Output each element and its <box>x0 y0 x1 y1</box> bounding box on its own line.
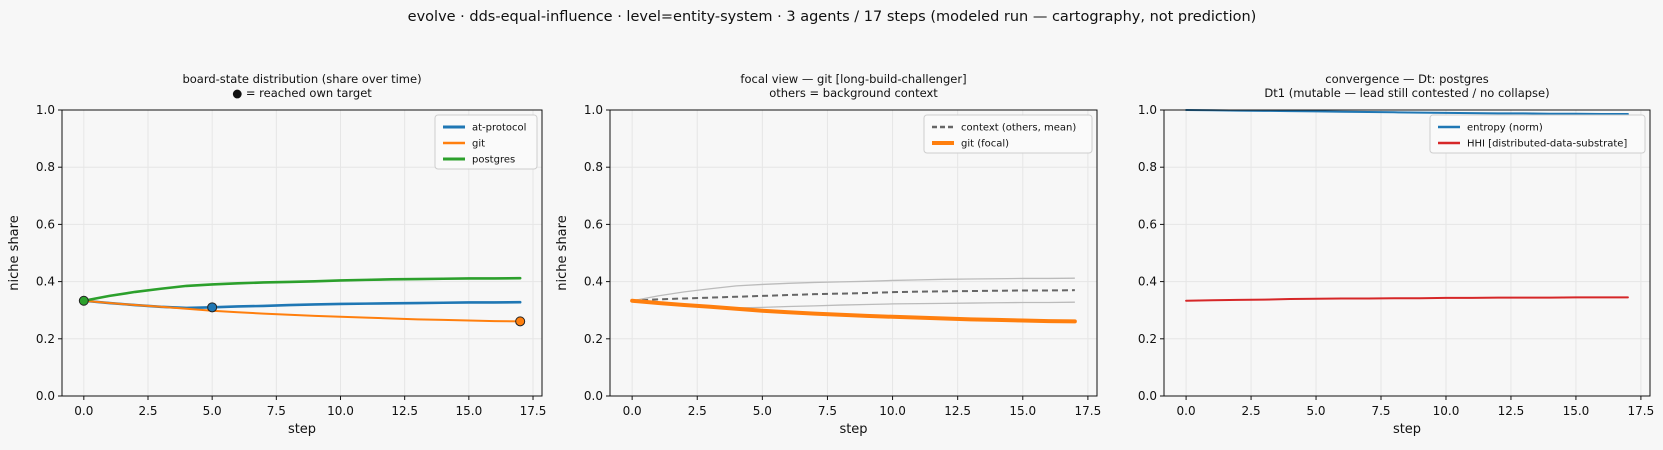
y-tick-label: 0.2 <box>36 332 55 346</box>
y-tick-label: 0.4 <box>584 275 603 289</box>
y-tick-label: 0.0 <box>36 389 55 403</box>
panel-title-line-1: board-state distribution (share over tim… <box>182 72 421 86</box>
x-tick-label: 15.0 <box>1009 404 1036 418</box>
panel-1: 0.0 2.5 5.0 7.5 10.0 12.5 15.0 17.5 0.0 0.2 0.4 0.6… <box>7 72 546 437</box>
series-line-entropy-norm- <box>1185 109 1629 115</box>
x-tick-label: 17.5 <box>1628 404 1655 418</box>
panels: 0.0 2.5 5.0 7.5 10.0 12.5 15.0 17.5 0.0 0.2 0.4 0.6… <box>7 72 1654 437</box>
legend-label: git (focal) <box>961 139 1009 150</box>
y-tick-label: 0.2 <box>584 332 603 346</box>
legend: entropy (norm) HHI [distributed-data-subs… <box>1429 114 1646 154</box>
target-marker-at-protocol <box>207 302 218 313</box>
y-tick-label: 0.0 <box>1138 389 1157 403</box>
axes-frame <box>1163 109 1651 397</box>
x-tick-label: 0.0 <box>1177 404 1196 418</box>
y-tick-label: 0.8 <box>584 160 603 174</box>
y-tick-label: 1.0 <box>1138 103 1157 117</box>
legend-label: entropy (norm) <box>1467 123 1543 134</box>
target-marker-postgres <box>78 295 89 306</box>
x-tick-label: 7.5 <box>267 404 286 418</box>
x-tick-label: 10.0 <box>1433 404 1460 418</box>
panel-title-line-2: ● = reached own target <box>232 86 372 100</box>
panel-3: 0.0 2.5 5.0 7.5 10.0 12.5 15.0 17.5 0.0 0.2 0.4 0.6… <box>1138 72 1654 437</box>
x-tick-label: 5.0 <box>1306 404 1325 418</box>
series-lines <box>1185 109 1629 302</box>
panel-title-line-1: convergence — Dt: postgres <box>1325 72 1489 86</box>
y-axis-label: niche share <box>7 215 22 290</box>
x-tick-label: 17.5 <box>520 404 547 418</box>
panel-title-line-2: others = background context <box>769 86 938 100</box>
x-tick-label: 12.5 <box>1498 404 1525 418</box>
x-tick-label: 5.0 <box>203 404 222 418</box>
x-tick-label: 15.0 <box>455 404 482 418</box>
x-tick-label: 2.5 <box>688 404 707 418</box>
panel-title-line-2: Dt1 (mutable — lead still contested / no… <box>1264 86 1549 100</box>
x-axis-label: step <box>839 422 867 437</box>
background-context-line-1 <box>632 277 1075 302</box>
x-tick-label: 17.5 <box>1075 404 1102 418</box>
axes-frame <box>61 109 543 397</box>
figure-suptitle: evolve · dds-equal-influence · level=ent… <box>408 9 1257 25</box>
x-tick-label: 5.0 <box>753 404 772 418</box>
y-tick-label: 1.0 <box>36 103 55 117</box>
y-tick-label: 0.8 <box>36 160 55 174</box>
panel-title-line-1: focal view — git [long-build-challenger] <box>740 72 966 86</box>
x-tick-label: 7.5 <box>818 404 837 418</box>
x-tick-label: 10.0 <box>879 404 906 418</box>
legend: at-protocol git postgres <box>434 114 538 170</box>
y-axis-label: niche share <box>555 215 570 290</box>
x-tick-label: 2.5 <box>138 404 157 418</box>
y-tick-label: 0.4 <box>36 275 55 289</box>
x-axis-label: step <box>288 422 316 437</box>
plot-area <box>610 110 1097 396</box>
series-lines <box>82 276 522 323</box>
y-tick-label: 0.6 <box>1138 217 1157 231</box>
series-line-postgres <box>82 276 522 303</box>
legend-label: HHI [distributed-data-substrate] <box>1467 139 1627 150</box>
x-tick-label: 0.0 <box>623 404 642 418</box>
y-tick-label: 0.6 <box>36 217 55 231</box>
axes-frame <box>609 109 1098 397</box>
y-tick-label: 0.4 <box>1138 275 1157 289</box>
panel-2: 0.0 2.5 5.0 7.5 10.0 12.5 15.0 17.5 0.0 0.2 0.4 0.6… <box>555 72 1101 437</box>
x-tick-label: 7.5 <box>1371 404 1390 418</box>
y-tick-label: 0.0 <box>584 389 603 403</box>
y-tick-label: 0.2 <box>1138 332 1157 346</box>
series-line-git <box>82 299 522 323</box>
legend-box <box>1429 114 1646 154</box>
x-tick-label: 2.5 <box>1242 404 1261 418</box>
x-tick-label: 10.0 <box>327 404 354 418</box>
series-lines <box>630 277 1077 324</box>
series-line-hhi-distributed-data-substrate- <box>1185 296 1629 302</box>
y-tick-label: 1.0 <box>584 103 603 117</box>
target-marker-git <box>515 316 526 327</box>
y-tick-label: 0.6 <box>584 217 603 231</box>
x-tick-label: 12.5 <box>944 404 971 418</box>
x-axis-label: step <box>1393 422 1421 437</box>
legend-label: context (others, mean) <box>961 123 1076 134</box>
legend-label: git <box>472 139 485 150</box>
x-tick-label: 15.0 <box>1563 404 1590 418</box>
legend-label: at-protocol <box>472 123 526 134</box>
y-tick-label: 0.8 <box>1138 160 1157 174</box>
legend: context (others, mean) git (focal) <box>923 114 1093 154</box>
x-tick-label: 0.0 <box>74 404 93 418</box>
plot-area <box>1164 110 1650 396</box>
legend-label: postgres <box>472 155 515 166</box>
series-line-git-focal- <box>630 298 1077 324</box>
series-line-context-others-mean- <box>632 289 1075 302</box>
legend-box <box>923 114 1093 154</box>
x-tick-label: 12.5 <box>391 404 418 418</box>
